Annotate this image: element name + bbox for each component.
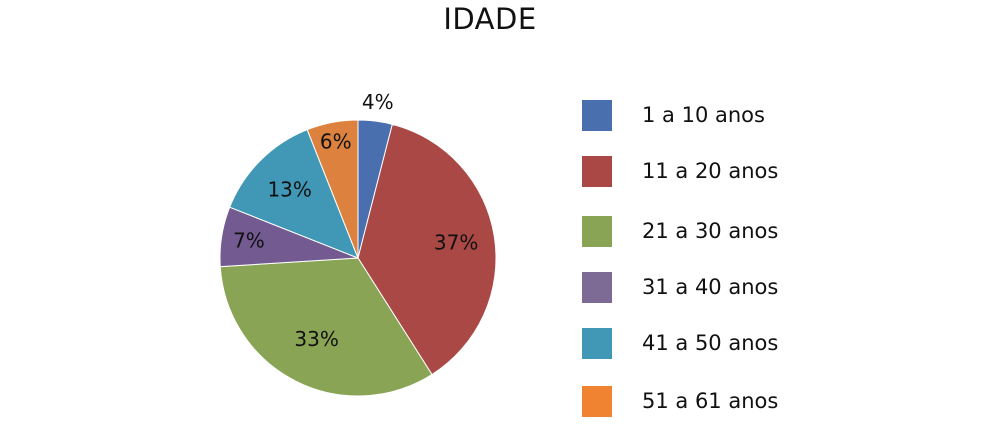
slice-data-label-2: 37% — [434, 230, 478, 254]
legend: 1 a 10 anos 11 a 20 anos 21 a 30 anos 31 a … — [582, 100, 882, 420]
pie-slice-3 — [219, 257, 433, 397]
legend-item-1: 1 a 10 anos — [582, 100, 882, 132]
legend-label: 41 a 50 anos — [642, 331, 779, 355]
slice-data-label-1: 4% — [362, 90, 394, 114]
legend-item-4: 31 a 40 anos — [582, 272, 882, 304]
legend-item-2: 11 a 20 anos — [582, 156, 882, 188]
legend-item-3: 21 a 30 anos — [582, 216, 882, 248]
legend-swatch — [582, 100, 612, 131]
slice-data-label-3: 33% — [294, 327, 338, 351]
legend-label: 51 a 61 anos — [642, 389, 779, 413]
legend-swatch — [582, 156, 612, 187]
legend-label: 1 a 10 anos — [642, 103, 765, 127]
legend-label: 11 a 20 anos — [642, 159, 779, 183]
slice-data-label-6: 6% — [320, 129, 352, 153]
legend-swatch — [582, 328, 612, 359]
slice-data-label-4: 7% — [233, 229, 265, 253]
legend-label: 21 a 30 anos — [642, 219, 779, 243]
pie-slice-5 — [229, 129, 359, 259]
legend-item-5: 41 a 50 anos — [582, 328, 882, 360]
legend-swatch — [582, 216, 612, 247]
pie-slice-6 — [306, 119, 359, 259]
legend-item-6: 51 a 61 anos — [582, 386, 882, 418]
legend-swatch — [582, 386, 612, 417]
legend-label: 31 a 40 anos — [642, 275, 779, 299]
legend-swatch — [582, 272, 612, 303]
chart-title: IDADE — [443, 2, 537, 36]
slice-data-label-5: 13% — [267, 178, 311, 202]
